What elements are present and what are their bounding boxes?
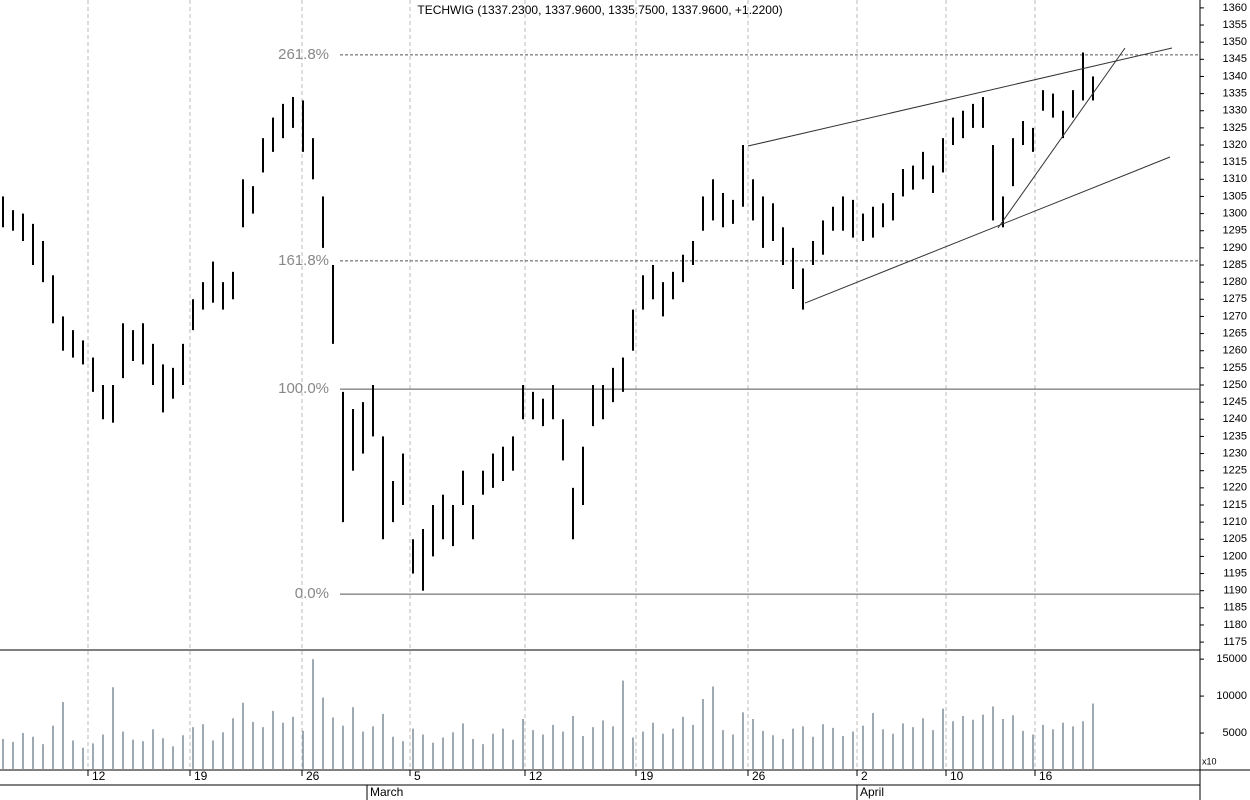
y-tick-label: 1260 <box>1223 345 1247 357</box>
fib-label: 100.0% <box>278 380 329 397</box>
x-tick-label: 26 <box>752 769 766 783</box>
y-tick-label: 1345 <box>1223 53 1247 65</box>
fib-label: 261.8% <box>278 46 329 63</box>
y-tick-label: 1270 <box>1223 310 1247 322</box>
y-tick-label: 1220 <box>1223 482 1247 494</box>
y-tick-label: 1360 <box>1223 2 1247 14</box>
y-tick-label: 1310 <box>1223 173 1247 185</box>
y-tick-label: 1350 <box>1223 36 1247 48</box>
y-tick-label: 1245 <box>1223 396 1247 408</box>
trend-line <box>804 156 1171 304</box>
y-tick-label: 1225 <box>1223 465 1247 477</box>
x-tick-label: 2 <box>861 769 868 783</box>
x-tick-label: 12 <box>92 769 106 783</box>
y-tick-label: 1230 <box>1223 447 1247 459</box>
trend-line <box>747 47 1173 147</box>
y-tick-label: 1305 <box>1223 190 1247 202</box>
x-tick-label: 19 <box>194 769 208 783</box>
y-tick-label: 1180 <box>1223 619 1247 631</box>
x-tick-label: 26 <box>306 769 320 783</box>
volume-y-tick-label: 10000 <box>1216 690 1247 702</box>
fib-label: 161.8% <box>278 252 329 269</box>
y-tick-label: 1355 <box>1223 19 1247 31</box>
y-tick-label: 1315 <box>1223 156 1247 168</box>
x-tick-label: 12 <box>529 769 543 783</box>
y-tick-label: 1190 <box>1223 585 1247 597</box>
y-tick-label: 1185 <box>1223 602 1247 614</box>
trend-line <box>997 47 1126 229</box>
y-tick-label: 1300 <box>1223 207 1247 219</box>
month-label: April <box>860 785 884 799</box>
y-tick-label: 1250 <box>1223 379 1247 391</box>
y-tick-label: 1195 <box>1223 567 1247 579</box>
y-tick-label: 1240 <box>1223 413 1247 425</box>
x-tick-label: 16 <box>1039 769 1053 783</box>
y-tick-label: 1255 <box>1223 362 1247 374</box>
y-tick-label: 1215 <box>1223 499 1247 511</box>
y-tick-label: 1290 <box>1223 242 1247 254</box>
y-tick-label: 1280 <box>1223 276 1247 288</box>
y-tick-label: 1295 <box>1223 225 1247 237</box>
volume-y-tick-label: 5000 <box>1223 727 1247 739</box>
x-tick-label: 19 <box>640 769 654 783</box>
y-tick-label: 1200 <box>1223 550 1247 562</box>
y-tick-label: 1285 <box>1223 259 1247 271</box>
chart-title: TECHWIG (1337.2300, 1337.9600, 1335.7500… <box>417 3 782 17</box>
y-tick-label: 1325 <box>1223 122 1247 134</box>
x-tick-label: 10 <box>950 769 964 783</box>
y-tick-label: 1235 <box>1223 430 1247 442</box>
volume-unit-label: x10 <box>1202 756 1217 766</box>
y-tick-label: 1265 <box>1223 327 1247 339</box>
y-tick-label: 1210 <box>1223 516 1247 528</box>
y-tick-label: 1335 <box>1223 87 1247 99</box>
y-tick-label: 1330 <box>1223 105 1247 117</box>
x-tick-label: 5 <box>414 769 421 783</box>
y-tick-label: 1320 <box>1223 139 1247 151</box>
fib-label: 0.0% <box>295 585 329 602</box>
y-tick-label: 1205 <box>1223 533 1247 545</box>
month-label: March <box>370 785 403 799</box>
y-tick-label: 1175 <box>1223 636 1247 648</box>
y-tick-label: 1275 <box>1223 293 1247 305</box>
volume-y-tick-label: 15000 <box>1216 653 1247 665</box>
y-tick-label: 1340 <box>1223 70 1247 82</box>
